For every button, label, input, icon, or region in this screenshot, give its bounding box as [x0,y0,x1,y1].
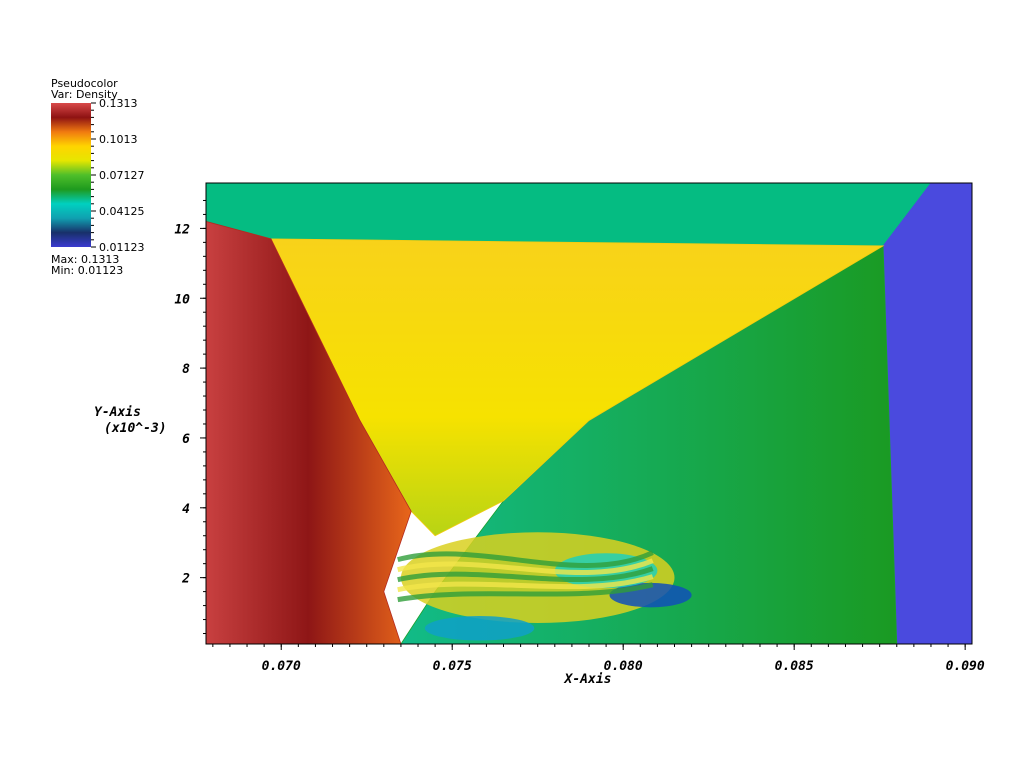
y-tick-label: 4 [182,502,190,517]
y-axis-unit: (x10^-3) [104,421,167,436]
y-tick-label: 8 [182,362,190,377]
density-field [206,183,972,644]
colorbar-tick-label: 0.1313 [99,97,138,110]
x-tick-label: 0.075 [433,659,472,674]
x-tick-label: 0.070 [262,659,301,674]
colorbar [51,103,91,247]
colorbar-tick-label: 0.01123 [99,241,145,254]
legend-variable: Var: Density [51,88,118,101]
x-axis: 0.070 0.075 0.080 0.085 0.090 [212,644,985,674]
x-tick-label: 0.090 [946,659,985,674]
y-tick-label: 6 [182,432,190,447]
feature-low-density-pocket-2 [424,616,535,641]
region-upper-band [206,183,932,247]
colorbar-tick-label: 0.07127 [99,169,145,182]
colorbar-ticks: 0.1313 0.1013 0.07127 0.04125 0.01123 [91,97,145,254]
shear-layer-filament [397,574,654,593]
y-tick-label: 10 [174,292,190,307]
shear-layer-filament [397,558,654,575]
shear-layer-filament [397,550,654,568]
colorbar-legend: Pseudocolor Var: Density 0.1313 0.1013 0.0… [51,77,145,277]
x-axis-label: X-Axis [564,672,612,687]
y-axis: 2 4 6 8 10 12 [174,199,206,635]
y-axis-label: Y-Axis [94,405,141,420]
y-tick-label: 2 [181,572,190,587]
y-tick-label: 12 [174,222,190,237]
colorbar-tick-label: 0.04125 [99,205,145,218]
shear-layer-filament [397,582,654,603]
legend-min: Min: 0.01123 [51,264,123,277]
legend-max: Max: 0.1313 [51,253,119,266]
shear-layer-filament [397,566,654,583]
x-tick-label: 0.080 [604,659,643,674]
region-right-band [882,183,972,644]
x-tick-label: 0.085 [775,659,814,674]
colorbar-tick-label: 0.1013 [99,133,138,146]
region-dense-red [206,220,412,644]
legend-title: Pseudocolor [51,77,118,90]
